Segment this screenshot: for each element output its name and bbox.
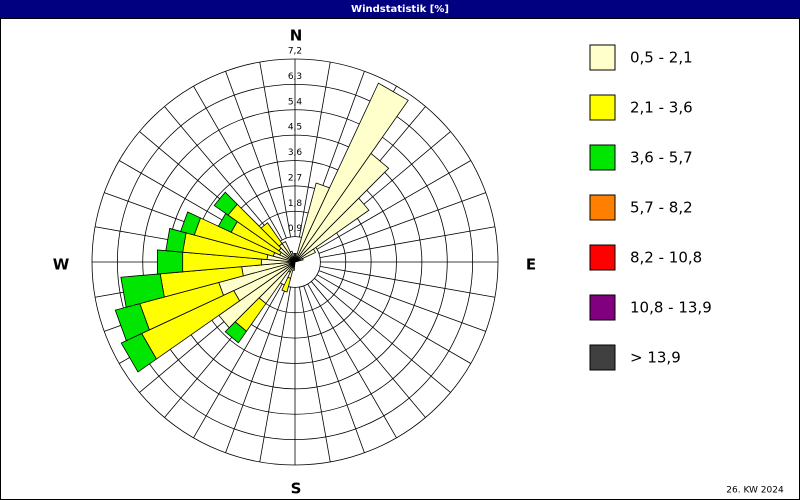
spoke: [193, 283, 283, 439]
footnote: 26. KW 2024: [726, 486, 784, 496]
legend-label: > 13,9: [630, 349, 681, 367]
spoke: [299, 286, 331, 462]
legend-label: 0,5 - 2,1: [630, 49, 693, 67]
spoke: [259, 62, 291, 238]
chart-title: Windstatistik [%]: [351, 4, 449, 15]
spoke: [316, 274, 472, 364]
spoke: [319, 226, 495, 258]
legend-label: 3,6 - 5,7: [630, 149, 693, 167]
direction-label: W: [53, 256, 70, 274]
spoke: [311, 281, 426, 418]
wind-wedge: [120, 273, 165, 308]
legend-label: 2,1 - 3,6: [630, 99, 693, 117]
title-bar: [0, 0, 800, 18]
legend-swatch: [589, 144, 616, 171]
legend-label: 10,8 - 13,9: [630, 299, 712, 317]
grid-ring: [116, 83, 474, 441]
spoke: [193, 85, 283, 241]
legend-swatch: [589, 94, 616, 121]
spoke: [316, 160, 472, 250]
r-tick-label: 5,4: [288, 97, 303, 107]
r-tick-label: 6,3: [288, 72, 302, 82]
r-tick-label: 4,5: [288, 123, 302, 133]
legend-label: 5,7 - 8,2: [630, 199, 693, 217]
wind-wedge: [120, 332, 157, 373]
direction-label: S: [291, 480, 302, 498]
wind-wedge: [156, 249, 184, 275]
legend-label: 8,2 - 10,8: [630, 249, 702, 267]
spoke: [225, 71, 287, 239]
spoke: [307, 283, 397, 439]
r-tick-label: 7,2: [288, 47, 302, 57]
wind-wedge: [294, 197, 370, 263]
grid-ring: [91, 58, 499, 466]
wind-wedge: [114, 303, 150, 342]
spoke: [259, 286, 291, 462]
r-tick-label: 3,6: [288, 148, 303, 158]
spoke: [299, 62, 331, 238]
wind-wedge: [180, 211, 201, 236]
grid-ring: [142, 109, 448, 415]
wind-wedge: [281, 276, 292, 293]
spoke: [318, 192, 486, 254]
wind-wedge: [213, 191, 238, 216]
spoke: [303, 285, 365, 453]
r-tick-label: 1,8: [288, 199, 303, 209]
wind-wedge: [294, 248, 317, 263]
spoke: [318, 270, 486, 332]
legend-swatch: [589, 244, 616, 271]
wind-wedge: [294, 257, 304, 263]
spoke: [314, 278, 451, 393]
r-tick-label: 2,7: [288, 173, 302, 183]
spoke: [164, 106, 279, 243]
legend-swatch: [589, 44, 616, 71]
direction-label: E: [526, 256, 536, 274]
legend-swatch: [589, 194, 616, 221]
legend-swatch: [589, 344, 616, 371]
wind-wedge: [224, 321, 248, 344]
r-tick-label: 0,9: [288, 224, 303, 234]
wind-wedge: [292, 253, 296, 263]
legend-swatch: [589, 294, 616, 321]
wind-wedge: [260, 222, 283, 247]
spoke: [319, 266, 495, 298]
wind-wedge: [165, 227, 187, 253]
direction-label: N: [290, 27, 303, 45]
spoke: [225, 285, 287, 453]
